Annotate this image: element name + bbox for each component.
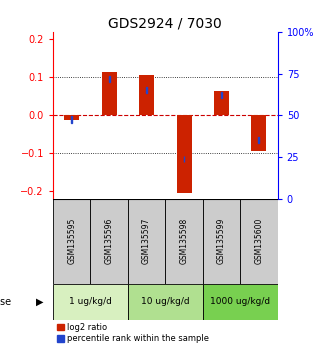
Legend: log2 ratio, percentile rank within the sample: log2 ratio, percentile rank within the s… bbox=[57, 323, 209, 343]
Bar bbox=[71, 116, 72, 122]
Bar bbox=[214, 91, 229, 115]
Bar bbox=[128, 199, 165, 284]
Bar bbox=[184, 156, 185, 162]
Text: GSM135600: GSM135600 bbox=[255, 218, 264, 264]
Text: GSM135596: GSM135596 bbox=[105, 218, 114, 264]
Bar bbox=[128, 284, 203, 320]
Bar bbox=[53, 284, 128, 320]
Bar bbox=[203, 284, 278, 320]
Text: GSM135599: GSM135599 bbox=[217, 218, 226, 264]
Text: dose: dose bbox=[0, 297, 11, 307]
Text: 1000 ug/kg/d: 1000 ug/kg/d bbox=[210, 297, 270, 307]
Bar bbox=[251, 115, 266, 152]
Title: GDS2924 / 7030: GDS2924 / 7030 bbox=[108, 17, 222, 31]
Bar bbox=[102, 72, 117, 115]
Bar bbox=[91, 199, 128, 284]
Text: GSM135597: GSM135597 bbox=[142, 218, 151, 264]
Text: 10 ug/kg/d: 10 ug/kg/d bbox=[141, 297, 190, 307]
Text: 1 ug/kg/d: 1 ug/kg/d bbox=[69, 297, 112, 307]
Text: GSM135598: GSM135598 bbox=[179, 218, 188, 264]
Bar bbox=[240, 199, 278, 284]
Text: ▶: ▶ bbox=[36, 297, 44, 307]
Bar bbox=[53, 199, 91, 284]
Bar bbox=[258, 137, 259, 143]
Text: GSM135595: GSM135595 bbox=[67, 218, 76, 264]
Bar bbox=[64, 115, 79, 120]
Bar bbox=[203, 199, 240, 284]
Bar bbox=[177, 115, 192, 193]
Bar bbox=[165, 199, 203, 284]
Bar bbox=[146, 87, 147, 93]
Bar bbox=[221, 92, 222, 98]
Bar bbox=[139, 75, 154, 115]
